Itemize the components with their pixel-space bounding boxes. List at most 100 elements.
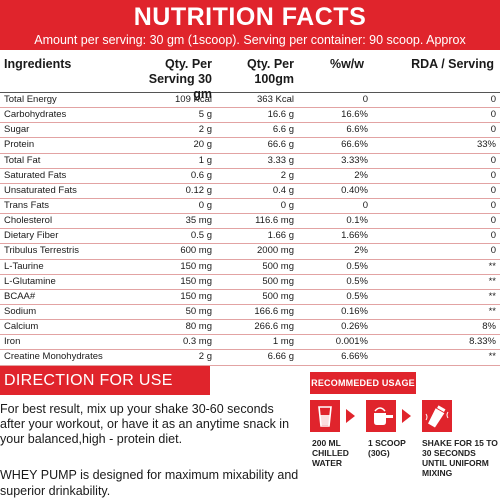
cell-rda: 0 xyxy=(490,154,496,166)
cell-qty-100gm: 0.4 g xyxy=(272,184,294,196)
cell-ww: 0.5% xyxy=(346,290,368,302)
cell-qty-100gm: 166.6 mg xyxy=(254,305,294,317)
cell-ww: 6.66% xyxy=(341,351,368,363)
cell-ingredient: Sugar xyxy=(4,124,30,136)
cell-ingredient: Tribulus Terrestris xyxy=(4,245,79,257)
cell-qty-serving: 1 g xyxy=(198,154,212,166)
cell-qty-100gm: 500 mg xyxy=(262,260,294,272)
step-label-shake: SHAKE FOR 15 TO 30 SECONDS UNTIL UNIFORM… xyxy=(422,438,498,478)
cell-rda: ** xyxy=(488,351,496,363)
cell-rda: ** xyxy=(488,305,496,317)
cell-rda: 0 xyxy=(490,124,496,136)
table-row: Carbohydrates 5 g 16.6 g 16.6% 0 xyxy=(0,108,500,124)
column-header-qty-serving: Qty. Per Serving 30 gm xyxy=(148,57,212,101)
serving-info: Amount per serving: 30 gm (1scoop). Serv… xyxy=(34,33,466,47)
table-row: Total Energy 109 Kcal 363 Kcal 0 0 xyxy=(0,93,500,109)
cell-qty-serving: 5 g xyxy=(198,109,212,121)
cell-ingredient: Total Fat xyxy=(4,154,41,166)
page-title: NUTRITION FACTS xyxy=(133,3,367,31)
column-header-ingredients: Ingredients xyxy=(4,57,72,71)
table-row: Creatine Monohydrates 2 g 6.66 g 6.66% ** xyxy=(0,350,500,366)
cell-ww: 0 xyxy=(362,94,368,105)
cell-ingredient: Saturated Fats xyxy=(4,169,67,181)
cell-ingredient: Trans Fats xyxy=(4,199,50,211)
nutrition-table: Ingredients Qty. Per Serving 30 gm Qty. … xyxy=(0,52,500,366)
cell-ww: 0.26% xyxy=(341,321,368,333)
nutrition-header: NUTRITION FACTS Amount per serving: 30 g… xyxy=(0,0,500,50)
cell-rda: 0 xyxy=(490,199,496,211)
recommended-title: RECOMMEDED USAGE xyxy=(310,372,416,394)
cell-ingredient: Creatine Monohydrates xyxy=(4,351,103,363)
cell-qty-serving: 109 Kcal xyxy=(175,94,212,105)
table-body: Total Energy 109 Kcal 363 Kcal 0 0 Carbohydra… xyxy=(0,93,500,366)
cell-qty-100gm: 66.6 g xyxy=(267,139,294,151)
cell-ww: 6.6% xyxy=(346,124,368,136)
column-header-ww: %w/w xyxy=(329,57,364,71)
arrow-right-icon xyxy=(346,409,355,423)
cell-ww: 3.33% xyxy=(341,154,368,166)
cell-qty-100gm: 1.66 g xyxy=(267,230,294,242)
cell-qty-100gm: 1 mg xyxy=(272,336,294,348)
cell-qty-100gm: 2 g xyxy=(280,169,294,181)
cell-ww: 0.5% xyxy=(346,275,368,287)
cell-rda: 0 xyxy=(490,215,496,227)
cell-ww: 16.6% xyxy=(341,109,368,121)
cell-ww: 1.66% xyxy=(341,230,368,242)
cell-ingredient: Sodium xyxy=(4,305,37,317)
step-label-water: 200 ML CHILLED WATER xyxy=(312,438,349,468)
cell-qty-100gm: 2000 mg xyxy=(257,245,294,257)
cell-qty-serving: 2 g xyxy=(198,351,212,363)
cell-rda: 0 xyxy=(490,230,496,242)
table-row: Unsaturated Fats 0.12 g 0.4 g 0.40% 0 xyxy=(0,184,500,199)
cell-rda: 33% xyxy=(476,139,496,151)
cell-ingredient: Calcium xyxy=(4,321,39,333)
cell-rda: 0 xyxy=(490,245,496,257)
cell-qty-serving: 50 mg xyxy=(185,305,212,317)
direction-paragraph-2: WHEY PUMP is designed for maximum mixabi… xyxy=(0,468,299,498)
table-row: L-Glutamine 150 mg 500 mg 0.5% ** xyxy=(0,275,500,290)
cell-ingredient: Protein xyxy=(4,139,35,151)
cell-qty-serving: 20 g xyxy=(193,139,213,151)
cell-qty-100gm: 6.6 g xyxy=(272,124,294,136)
cell-qty-100gm: 6.66 g xyxy=(267,351,294,363)
cell-rda: 0 xyxy=(490,184,496,196)
cell-qty-serving: 0.3 mg xyxy=(182,336,212,348)
table-row: Total Fat 1 g 3.33 g 3.33% 0 xyxy=(0,154,500,169)
cell-qty-serving: 0 g xyxy=(198,199,212,211)
column-header-rda: RDA / Serving xyxy=(411,57,494,71)
cell-qty-100gm: 0 g xyxy=(280,199,294,211)
cell-qty-100gm: 16.6 g xyxy=(267,109,294,121)
arrow-right-icon xyxy=(402,409,411,423)
cell-rda: 8% xyxy=(482,321,496,333)
cell-ingredient: L-Taurine xyxy=(4,260,44,272)
shaker-icon xyxy=(422,400,452,432)
bottom-section: DIRECTION FOR USE For best result, mix u… xyxy=(0,364,500,500)
cell-ww: 2% xyxy=(354,169,368,181)
cell-qty-100gm: 363 Kcal xyxy=(257,94,294,105)
table-row: Saturated Fats 0.6 g 2 g 2% 0 xyxy=(0,169,500,184)
table-row: L-Taurine 150 mg 500 mg 0.5% ** xyxy=(0,260,500,275)
cell-rda: ** xyxy=(488,275,496,287)
cell-ww: 0.1% xyxy=(346,215,368,227)
cell-ingredient: L-Glutamine xyxy=(4,275,56,287)
table-row: Trans Fats 0 g 0 g 0 0 xyxy=(0,199,500,215)
table-row: Protein 20 g 66.6 g 66.6% 33% xyxy=(0,138,500,154)
cell-rda: 0 xyxy=(490,169,496,181)
cell-ww: 0 xyxy=(362,199,368,211)
cell-ww: 0.16% xyxy=(341,305,368,317)
cell-ingredient: Dietary Fiber xyxy=(4,230,59,242)
scoop-icon xyxy=(366,400,396,432)
glass-icon xyxy=(310,400,340,432)
cell-qty-serving: 150 mg xyxy=(180,275,212,287)
table-row: Tribulus Terrestris 600 mg 2000 mg 2% 0 xyxy=(0,244,500,260)
direction-title: DIRECTION FOR USE xyxy=(0,366,210,395)
cell-ww: 0.40% xyxy=(341,184,368,196)
cell-ingredient: BCAA# xyxy=(4,290,36,302)
cell-qty-serving: 0.12 g xyxy=(185,184,212,196)
table-header: Ingredients Qty. Per Serving 30 gm Qty. … xyxy=(0,52,500,101)
direction-paragraph-1: For best result, mix up your shake 30-60… xyxy=(0,402,290,446)
step-label-scoop: 1 SCOOP (30G) xyxy=(368,438,406,458)
cell-qty-serving: 80 mg xyxy=(185,321,212,333)
cell-qty-serving: 0.6 g xyxy=(190,169,212,181)
cell-ww: 0.5% xyxy=(346,260,368,272)
